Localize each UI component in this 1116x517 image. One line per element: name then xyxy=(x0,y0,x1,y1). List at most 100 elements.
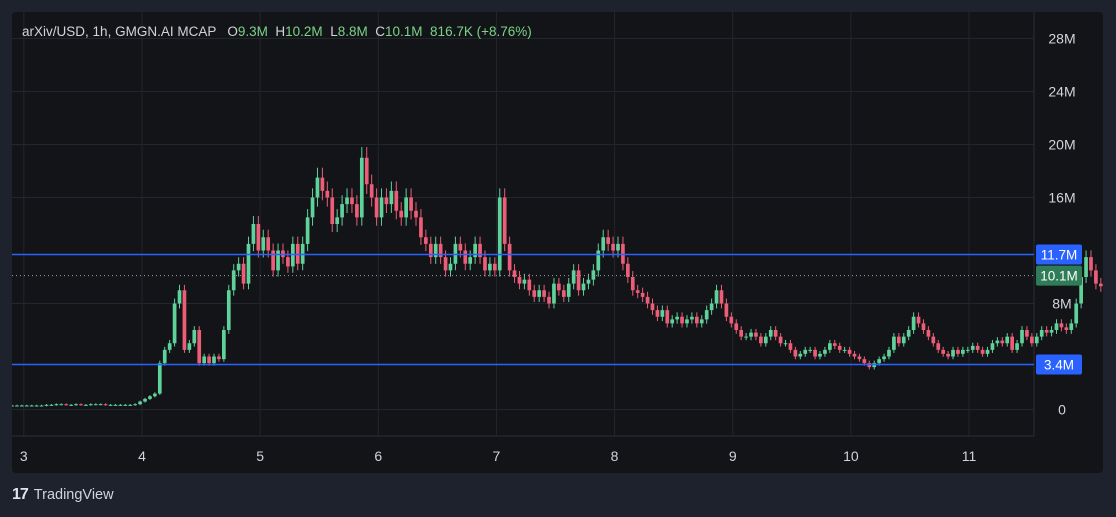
candle-body xyxy=(187,343,192,350)
open-label: O xyxy=(227,24,238,39)
candle-body xyxy=(29,405,34,407)
candle-body xyxy=(138,401,142,405)
candle-body xyxy=(818,353,822,357)
candle-body xyxy=(335,217,340,224)
candle-body xyxy=(340,204,344,218)
candle-body xyxy=(143,398,147,402)
candle-body xyxy=(276,250,280,271)
candle-body xyxy=(113,404,118,406)
candlestick-chart[interactable]: 0 8M 16M 20M 24M 28M 3 4 5 6 7 8 9 10 11 11.7M 3.4M 10.1M xyxy=(12,12,1103,473)
candle-body xyxy=(970,345,975,350)
candle-body xyxy=(428,243,433,258)
candle-body xyxy=(438,243,443,258)
candle-body xyxy=(226,290,231,330)
candle-body xyxy=(852,353,857,357)
candle-body xyxy=(946,353,950,357)
candle-body xyxy=(236,263,241,271)
interval-label: 1h xyxy=(92,24,108,39)
candle-body xyxy=(877,359,881,364)
candle-body xyxy=(98,404,103,406)
candle-body xyxy=(823,349,827,354)
candle-body xyxy=(975,345,980,350)
candle-body xyxy=(778,336,783,344)
candle-body xyxy=(1000,340,1005,344)
candle-body xyxy=(1034,336,1039,344)
candle-body xyxy=(1084,257,1088,277)
candle-body xyxy=(24,405,29,407)
close-label: C xyxy=(375,24,385,39)
candle-body xyxy=(384,197,389,205)
candle-body xyxy=(547,296,551,304)
ohlc-legend: arXiv/USD, 1h, GMGN.AI MCAP O9.3M H10.2M… xyxy=(22,24,532,39)
candle-body xyxy=(54,404,59,406)
candle-body xyxy=(803,349,808,354)
candle-body xyxy=(251,224,256,244)
tradingview-footer[interactable]: 17 TradingView xyxy=(12,486,114,504)
low-value: 8.8M xyxy=(337,24,368,39)
candle-body xyxy=(399,210,404,218)
candle-body xyxy=(704,310,709,320)
candle-body xyxy=(956,349,960,354)
candle-body xyxy=(576,270,581,291)
candle-body xyxy=(724,303,729,317)
candle-body xyxy=(49,404,54,406)
candle-body xyxy=(965,349,970,351)
candle-body xyxy=(571,270,576,284)
x-tick-label: 8 xyxy=(611,448,619,464)
candle-body xyxy=(478,243,482,258)
candle-body xyxy=(699,319,704,324)
candle-body xyxy=(1059,323,1064,328)
candle-body xyxy=(887,349,891,357)
candle-body xyxy=(532,290,537,297)
y-tick-label: 24M xyxy=(1048,84,1075,100)
candle-body xyxy=(488,263,492,271)
candle-body xyxy=(64,404,69,406)
candle-body xyxy=(611,243,615,251)
high-value: 10.2M xyxy=(285,24,323,39)
candle-body xyxy=(20,405,24,407)
candle-body xyxy=(768,330,773,337)
candle-body xyxy=(79,404,83,406)
candle-body xyxy=(931,336,936,344)
candle-body xyxy=(497,197,502,271)
y-tick-label: 16M xyxy=(1048,190,1075,206)
candle-body xyxy=(813,349,817,357)
candle-body xyxy=(690,316,694,320)
candle-body xyxy=(921,323,926,330)
source-label: GMGN.AI MCAP xyxy=(115,24,217,39)
tradingview-logo-icon: 17 xyxy=(12,486,29,503)
candle-body xyxy=(59,404,64,406)
level-badge xyxy=(1036,244,1082,265)
candle-body xyxy=(601,237,606,251)
x-tick-label: 6 xyxy=(374,448,382,464)
candle-body xyxy=(591,270,596,280)
candle-body xyxy=(463,250,468,264)
candle-body xyxy=(837,345,842,350)
candle-body xyxy=(69,404,73,406)
candle-body xyxy=(882,356,886,360)
candle-body xyxy=(325,190,330,198)
candle-body xyxy=(473,243,477,258)
candle-body xyxy=(246,243,251,284)
candle-body xyxy=(419,217,423,238)
candle-body xyxy=(517,277,522,284)
candle-body xyxy=(162,349,167,364)
candle-body xyxy=(394,190,399,211)
candle-body xyxy=(379,197,384,218)
candle-body xyxy=(862,359,867,364)
candle-body xyxy=(492,263,497,271)
y-tick-label: 8M xyxy=(1052,296,1071,312)
candle-body xyxy=(694,316,699,324)
candle-body xyxy=(483,257,487,271)
chart-frame[interactable]: 0 8M 16M 20M 24M 28M 3 4 5 6 7 8 9 10 11 11.7M 3.4M 10.1M… xyxy=(12,12,1103,473)
candle-body xyxy=(364,157,369,185)
candle-body xyxy=(222,330,226,360)
candle-body xyxy=(128,404,133,406)
candle-body xyxy=(261,237,266,251)
candle-body xyxy=(1064,327,1069,330)
candle-body xyxy=(123,404,128,406)
candle-body xyxy=(207,356,211,364)
close-value: 10.1M xyxy=(385,24,423,39)
candle-body xyxy=(157,363,162,394)
candle-body xyxy=(714,290,719,304)
